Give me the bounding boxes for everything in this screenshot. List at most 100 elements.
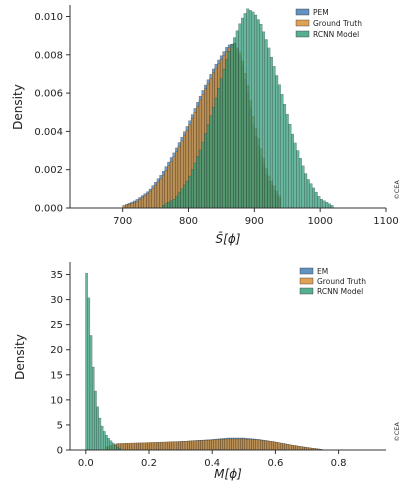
copyright-watermark: ©CEA: [393, 180, 401, 200]
series-2-bar: [145, 442, 148, 451]
series-2-bar: [193, 440, 197, 451]
series-2-bar: [200, 440, 203, 451]
x-tick-label: 900: [245, 216, 264, 227]
series-2-bar: [224, 438, 228, 451]
series-2-bar: [211, 439, 214, 451]
series-2-bar: [148, 190, 152, 209]
series-2-bar: [251, 439, 254, 451]
series-2-bar: [125, 443, 128, 451]
series-2-bar: [146, 193, 150, 209]
series-2-bar: [195, 440, 199, 451]
series-3-bar: [283, 104, 287, 209]
series-3-bar: [85, 273, 88, 451]
series-2-bar: [233, 438, 237, 451]
y-axis-label: Density: [11, 84, 25, 130]
series-2-bar: [180, 441, 183, 451]
series-2-bar: [226, 438, 230, 451]
series-2-bar: [129, 442, 133, 451]
legend-swatch: [299, 287, 314, 295]
series-2-bar: [282, 443, 285, 451]
series-2-bar: [255, 439, 259, 451]
series-2-bar: [295, 445, 299, 451]
series-3-bar: [175, 196, 179, 209]
series-3-bar: [201, 142, 205, 209]
series-2-bar: [237, 438, 241, 451]
series-3-bar: [243, 13, 247, 209]
x-tick-label: 0.6: [267, 458, 283, 469]
series-3-bar: [254, 14, 258, 209]
series-3-bar: [98, 417, 102, 451]
series-2-bar: [291, 444, 294, 451]
series-2-bar: [164, 170, 168, 209]
series-3-bar: [167, 202, 171, 209]
series-2-bar: [151, 187, 155, 209]
series-2-bar: [135, 201, 139, 209]
series-2-bar: [213, 439, 217, 451]
series-2-bar: [151, 442, 155, 451]
series-3-bar: [314, 191, 318, 209]
series-3-bar: [230, 44, 234, 209]
legend-label: Ground Truth: [317, 277, 366, 286]
series-3-bar: [196, 156, 200, 209]
series-3-bar: [256, 19, 260, 209]
series-2-bar: [262, 440, 265, 451]
y-tick-label: 0.006: [34, 89, 63, 100]
series-3-bar: [312, 187, 316, 209]
series-3-bar: [238, 23, 242, 209]
series-3-bar: [264, 39, 268, 209]
series-2-bar: [169, 441, 172, 451]
series-3-bar: [193, 162, 197, 209]
x-axis-label: S̄[ϕ]: [216, 232, 241, 246]
series-2-bar: [246, 439, 250, 451]
series-2-bar: [279, 442, 283, 451]
series-3-bar: [319, 199, 323, 209]
series-3-bar: [251, 11, 255, 209]
series-2-bar: [299, 446, 303, 451]
legend-swatch: [299, 267, 314, 275]
y-tick-label: 30: [50, 295, 63, 306]
legend-label: RCNN Model: [313, 30, 359, 39]
legend-swatch: [295, 19, 310, 27]
series-3-bar: [235, 30, 239, 209]
series-2-bar: [209, 439, 212, 451]
series-3-bar: [212, 106, 216, 209]
series-2-bar: [154, 184, 158, 209]
x-axis-label: M[ϕ]: [214, 467, 242, 481]
x-tick-label: 1000: [307, 216, 332, 227]
series-3-bar: [262, 31, 266, 209]
series-2-bar: [257, 439, 261, 451]
series-3-bar: [103, 431, 106, 451]
series-2-bar: [275, 442, 279, 451]
series-3-bar: [248, 10, 252, 209]
series-3-bar: [277, 84, 281, 209]
series-3-bar: [285, 113, 289, 209]
series-3-bar: [177, 192, 181, 209]
series-2-bar: [189, 440, 192, 451]
series-2-bar: [156, 442, 159, 451]
series-2-bar: [173, 441, 177, 451]
series-2-bar: [127, 442, 130, 451]
series-2-bar: [162, 441, 166, 451]
series-2-bar: [277, 442, 281, 451]
series-2-bar: [182, 441, 186, 451]
series-3-bar: [301, 165, 305, 209]
series-2-bar: [271, 441, 274, 451]
series-2-bar: [176, 441, 179, 451]
series-3-bar: [267, 47, 271, 209]
series-2-bar: [273, 441, 276, 451]
series-2-bar: [204, 440, 208, 451]
x-tick-label: 0.8: [331, 458, 347, 469]
series-2-bar: [229, 438, 232, 451]
series-2-bar: [171, 441, 175, 451]
series-3-bar: [327, 203, 331, 209]
series-2-bar: [136, 442, 139, 451]
series-3-bar: [206, 124, 210, 209]
series-3-bar: [322, 200, 326, 209]
legend-swatch: [295, 30, 310, 38]
series-3-bar: [225, 59, 229, 209]
series-3-bar: [107, 438, 110, 451]
y-tick-label: 15: [50, 370, 63, 381]
series-2-bar: [220, 439, 223, 451]
series-2-bar: [242, 438, 245, 451]
